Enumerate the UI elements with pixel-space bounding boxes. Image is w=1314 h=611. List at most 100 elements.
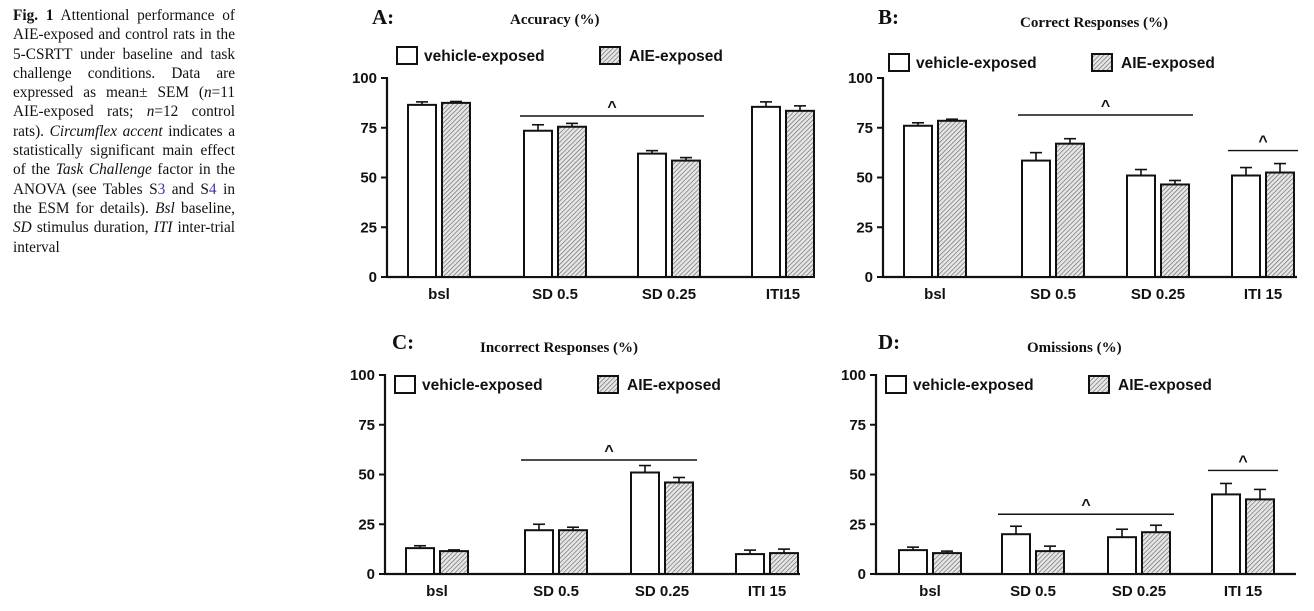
y-tick-label: 75 <box>360 120 377 137</box>
bar-vehicle <box>524 529 554 575</box>
panel-letter: D: <box>878 330 900 354</box>
legend: vehicle-exposed AIE-exposed <box>396 46 723 65</box>
bar-vehicle <box>523 129 553 278</box>
x-category-label: SD 0.5 <box>1030 286 1076 303</box>
x-category-label: bsl <box>924 286 946 303</box>
legend-swatch-aie <box>1091 53 1113 72</box>
legend-label-aie: AIE-exposed <box>1121 55 1215 72</box>
bar-aie <box>439 550 469 575</box>
legend-swatch-aie <box>599 46 621 65</box>
bar-vehicle <box>898 549 928 575</box>
y-tick-label: 100 <box>352 70 377 87</box>
y-tick-label: 0 <box>367 566 375 583</box>
bar-vehicle <box>630 471 660 576</box>
y-tick-label: 25 <box>360 219 377 236</box>
bar-aie <box>558 529 588 575</box>
x-category-label: bsl <box>919 583 941 600</box>
legend-label-aie: AIE-exposed <box>629 48 723 65</box>
y-tick-label: 0 <box>865 269 873 286</box>
legend-swatch-aie <box>597 375 619 394</box>
bar-vehicle <box>1021 159 1051 279</box>
bar-vehicle <box>1211 493 1241 575</box>
bar-aie <box>1141 531 1171 576</box>
x-category-label: ITI15 <box>766 286 800 303</box>
x-category-label: SD 0.25 <box>635 583 689 600</box>
legend-swatch-vehicle <box>394 375 416 394</box>
legend-swatch-vehicle <box>885 375 907 394</box>
y-tick-label: 100 <box>841 367 866 384</box>
significance-marker: ^ <box>1081 497 1090 514</box>
legend-label-vehicle: vehicle-exposed <box>422 377 543 394</box>
bar-aie <box>1245 498 1275 575</box>
legend-label-aie: AIE-exposed <box>1118 377 1212 394</box>
y-tick-label: 50 <box>360 170 377 187</box>
legend-swatch-aie <box>1088 375 1110 394</box>
figure-caption: Fig. 1 Attentional performance of AIE-ex… <box>13 7 235 256</box>
y-tick-label: 25 <box>358 516 375 533</box>
bar-aie <box>1265 171 1295 278</box>
legend-label-vehicle: vehicle-exposed <box>424 48 545 65</box>
bar-aie <box>937 119 967 278</box>
y-tick-label: 25 <box>856 219 873 236</box>
y-tick-label: 100 <box>848 70 873 87</box>
bar-vehicle <box>903 124 933 279</box>
table-s4-link[interactable]: 4 <box>208 180 217 198</box>
chart-title: Correct Responses (%) <box>1020 15 1168 31</box>
bar-vehicle <box>1126 174 1156 278</box>
bar-vehicle <box>1001 533 1031 576</box>
y-tick-label: 75 <box>856 120 873 137</box>
x-category-label: SD 0.25 <box>1131 286 1185 303</box>
y-tick-label: 25 <box>849 516 866 533</box>
y-tick-label: 0 <box>858 566 866 583</box>
chart-panel-d: D: Omissions (%) vehicle-exposed AIE-expose… <box>841 330 1296 600</box>
panel-letter: C: <box>392 330 414 354</box>
bar-aie <box>441 101 471 278</box>
bar-vehicle <box>751 105 781 279</box>
legend-label-vehicle: vehicle-exposed <box>913 377 1034 394</box>
bar-vehicle <box>407 103 437 278</box>
y-tick-label: 0 <box>369 269 377 286</box>
significance-marker: ^ <box>1101 98 1110 115</box>
chart-panel-b: B: Correct Responses (%) vehicle-exposed AI… <box>848 5 1298 303</box>
bar-vehicle <box>637 152 667 278</box>
x-category-label: SD 0.5 <box>532 286 578 303</box>
bar-aie <box>1035 550 1065 575</box>
bar-aie <box>785 109 815 278</box>
bar-aie <box>1055 142 1085 278</box>
legend: vehicle-exposed AIE-exposed <box>394 375 721 394</box>
x-category-label: ITI 15 <box>748 583 786 600</box>
figure-label: Fig. 1 <box>13 7 54 24</box>
y-tick-label: 100 <box>350 367 375 384</box>
chart-panel-a: A: Accuracy (%) vehicle-exposed AIE-exposed… <box>352 5 815 303</box>
chart-title: Accuracy (%) <box>510 12 600 28</box>
x-category-label: ITI 15 <box>1244 286 1282 303</box>
table-s3-link[interactable]: 3 <box>157 180 166 198</box>
bar-aie <box>1160 183 1190 278</box>
x-category-label: bsl <box>428 286 450 303</box>
significance-marker: ^ <box>607 99 616 116</box>
legend-swatch-vehicle <box>396 46 418 65</box>
legend: vehicle-exposed AIE-exposed <box>885 375 1212 394</box>
bar-vehicle <box>1231 174 1261 278</box>
panel-letter: B: <box>878 5 899 29</box>
y-tick-label: 75 <box>358 417 375 434</box>
panel-letter: A: <box>372 5 394 29</box>
bar-vehicle <box>1107 536 1137 575</box>
bar-aie <box>557 125 587 278</box>
significance-marker: ^ <box>1258 134 1267 151</box>
x-category-label: bsl <box>426 583 448 600</box>
bar-vehicle <box>735 553 765 575</box>
significance-marker: ^ <box>604 443 613 460</box>
x-category-label: SD 0.25 <box>642 286 696 303</box>
x-category-label: SD 0.5 <box>533 583 579 600</box>
bar-aie <box>769 552 799 575</box>
legend: vehicle-exposed AIE-exposed <box>888 53 1215 72</box>
y-tick-label: 75 <box>849 417 866 434</box>
y-tick-label: 50 <box>856 170 873 187</box>
legend-swatch-vehicle <box>888 53 910 72</box>
bar-aie <box>671 159 701 279</box>
legend-label-vehicle: vehicle-exposed <box>916 55 1037 72</box>
x-category-label: SD 0.25 <box>1112 583 1166 600</box>
x-category-label: SD 0.5 <box>1010 583 1056 600</box>
